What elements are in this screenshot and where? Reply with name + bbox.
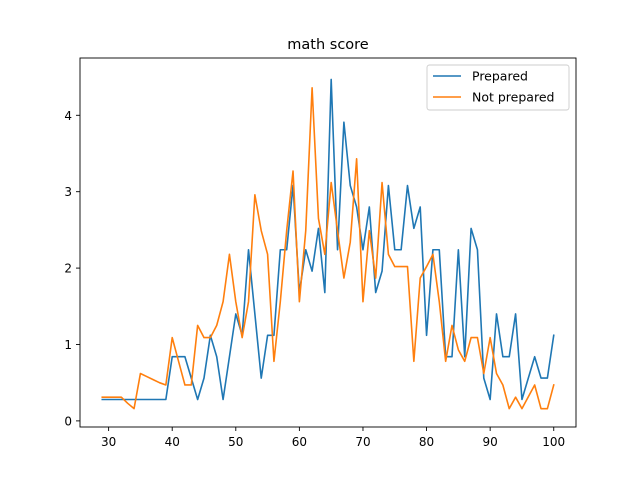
x-tick-label: 40	[165, 435, 180, 449]
y-tick-label: 1	[64, 338, 72, 352]
x-tick-label: 30	[101, 435, 116, 449]
legend-label: Not prepared	[472, 90, 554, 105]
series-lines	[101, 78, 555, 410]
x-tick-label: 60	[292, 435, 307, 449]
x-tick-label: 90	[483, 435, 498, 449]
y-tick-label: 0	[64, 414, 72, 428]
y-tick-label: 4	[64, 109, 72, 123]
legend: Prepared Not prepared	[426, 64, 570, 111]
y-tick-label: 2	[64, 262, 72, 276]
x-tick-label: 100	[542, 435, 565, 449]
legend-box	[426, 64, 570, 111]
chart-title: math score	[287, 37, 369, 53]
plot-frame	[79, 57, 577, 428]
axes: 30 40 50 60 70 80 90 100 0 1 2 3 4	[64, 57, 577, 449]
legend-label: Prepared	[472, 69, 528, 84]
x-tick-label: 80	[419, 435, 434, 449]
series-line-not-prepared	[101, 87, 555, 410]
series-line-prepared	[101, 78, 555, 401]
x-tick-label: 70	[355, 435, 370, 449]
y-tick-label: 3	[64, 185, 72, 199]
x-tick-label: 50	[228, 435, 243, 449]
